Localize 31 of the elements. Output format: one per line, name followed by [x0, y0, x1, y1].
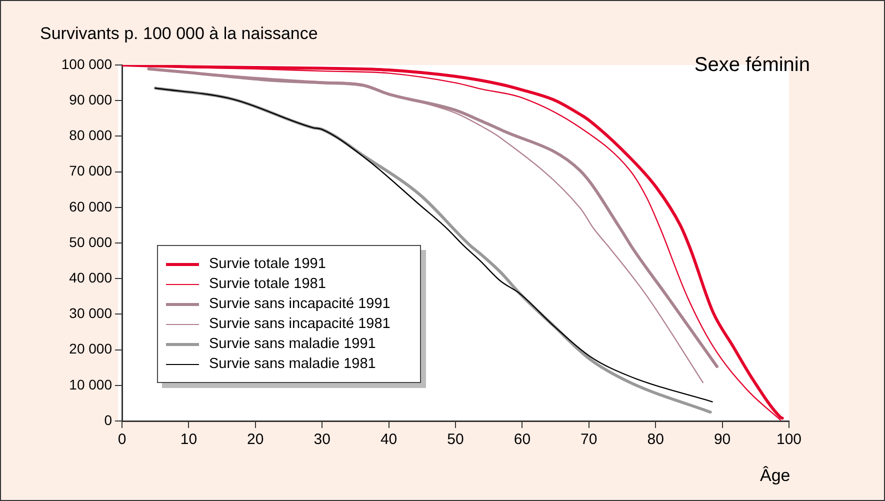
y-tick-label: 0: [104, 412, 112, 428]
x-tick-label: 20: [247, 431, 264, 448]
x-tick-label: 60: [514, 431, 531, 448]
x-tick-label: 80: [647, 431, 664, 448]
y-tick-label: 50 000: [69, 234, 112, 250]
y-tick-label: 70 000: [69, 162, 112, 179]
legend-label: Survie totale 1991: [209, 256, 326, 272]
y-tick-label: 20 000: [69, 340, 112, 357]
legend-label: Survie totale 1981: [209, 276, 326, 292]
y-tick-label: 40 000: [69, 269, 112, 286]
y-tick-label: 90 000: [69, 91, 112, 108]
y-tick-label: 60 000: [69, 198, 112, 214]
x-tick-label: 0: [118, 431, 126, 448]
legend-label: Survie sans maladie 1991: [209, 336, 376, 352]
legend-label: Survie sans maladie 1981: [209, 356, 376, 372]
y-tick-label: 10 000: [69, 376, 112, 392]
legend-label: Survie sans incapacité 1981: [209, 316, 390, 332]
x-tick-label: 30: [314, 431, 330, 448]
y-tick-label: 30 000: [69, 305, 112, 322]
x-tick-label: 90: [714, 431, 731, 448]
x-axis-title: Âge: [760, 466, 790, 486]
annotation: Sexe féminin: [694, 54, 810, 77]
y-tick-label: 100 000: [61, 56, 112, 72]
x-tick-label: 100: [776, 431, 802, 448]
x-tick-label: 10: [180, 431, 198, 448]
y-tick-label: 80 000: [69, 127, 112, 144]
x-tick-label: 50: [447, 431, 464, 448]
y-axis-title: Survivants p. 100 000 à la naissance: [40, 24, 318, 44]
x-tick-label: 40: [380, 431, 398, 448]
legend-label: Survie sans incapacité 1991: [209, 296, 390, 312]
x-tick-label: 70: [580, 431, 598, 448]
